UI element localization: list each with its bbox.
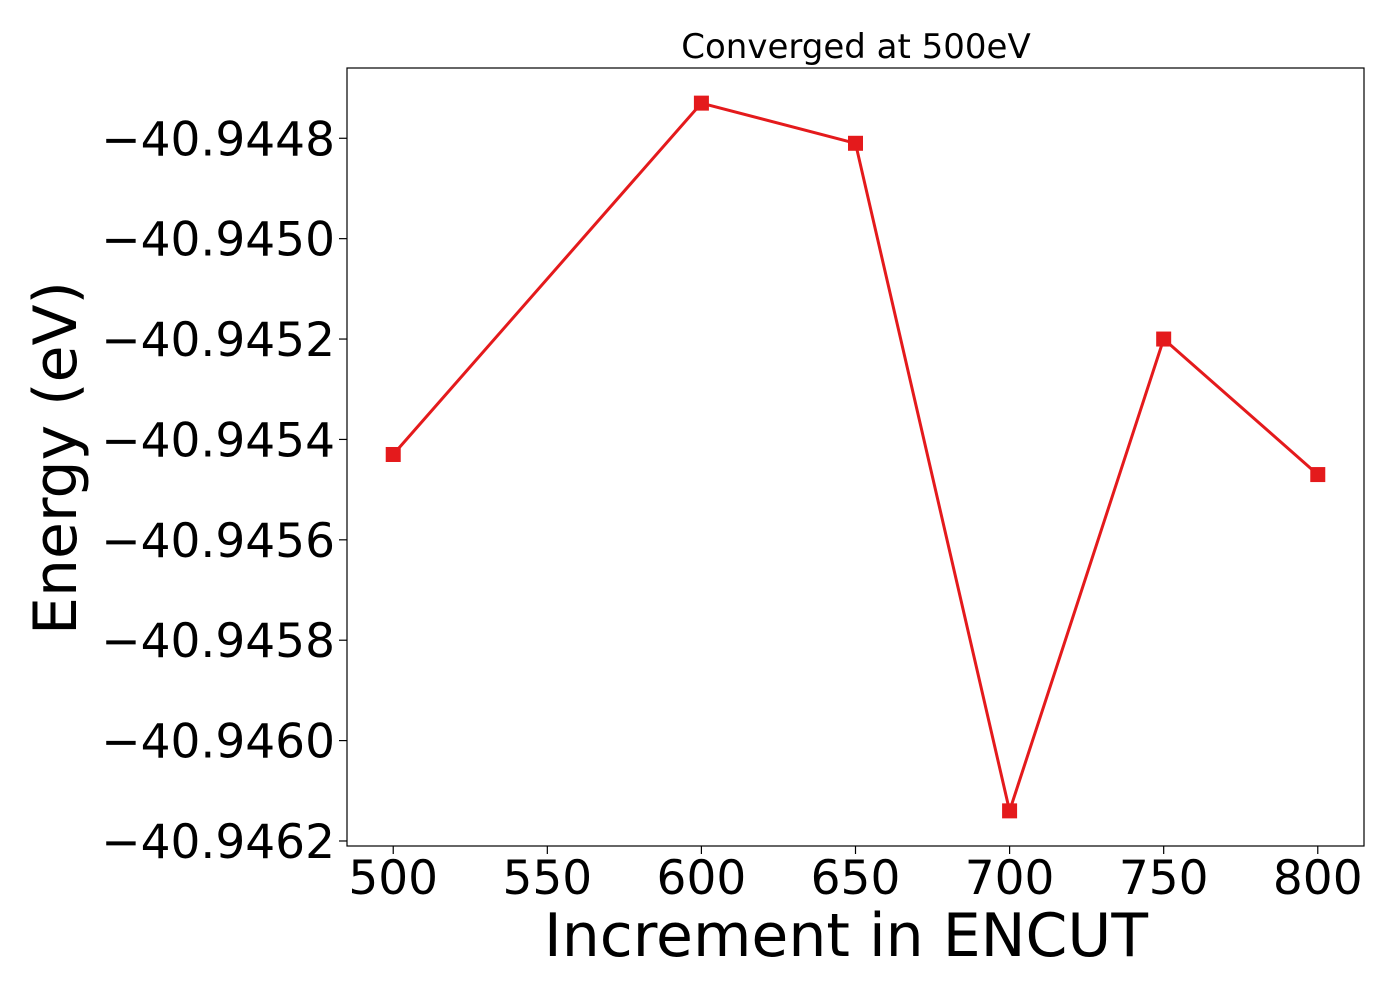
plot-area: [385, 95, 1326, 819]
y-tick-label: −40.9450: [101, 213, 335, 268]
x-tick-label: 800: [1273, 851, 1363, 906]
y-tick-label: −40.9460: [101, 715, 335, 770]
x-tick-label: 550: [502, 851, 592, 906]
y-tick-label: −40.9458: [101, 614, 335, 669]
x-axis: 500 550 600 650 700 750 800: [348, 846, 1363, 906]
chart-title: Converged at 500eV: [681, 27, 1030, 67]
y-tick-label: −40.9448: [101, 112, 335, 167]
data-point-marker: [693, 95, 709, 111]
data-point-marker: [1156, 331, 1172, 347]
y-tick-label: −40.9456: [101, 514, 335, 569]
plot-frame: [346, 67, 1365, 847]
x-axis-label: Increment in ENCUT: [544, 901, 1148, 971]
data-point-marker: [1002, 803, 1018, 819]
x-tick-label: 750: [1119, 851, 1209, 906]
series-line: [392, 101, 1319, 817]
y-tick-label: −40.9462: [101, 815, 335, 870]
x-tick-label: 700: [965, 851, 1055, 906]
data-point-marker: [848, 135, 863, 151]
y-axis-label: Energy (eV): [21, 281, 91, 635]
x-tick-label: 600: [657, 851, 747, 906]
x-tick-label: 500: [348, 851, 438, 906]
data-point-marker: [1310, 467, 1326, 483]
x-tick-label: 650: [811, 851, 901, 906]
y-axis: −40.9448 −40.9450 −40.9452 −40.9454 −40.9456…: [101, 112, 347, 870]
y-tick-label: −40.9454: [101, 413, 335, 468]
data-point-marker: [385, 446, 401, 462]
y-tick-label: −40.9452: [101, 313, 335, 368]
